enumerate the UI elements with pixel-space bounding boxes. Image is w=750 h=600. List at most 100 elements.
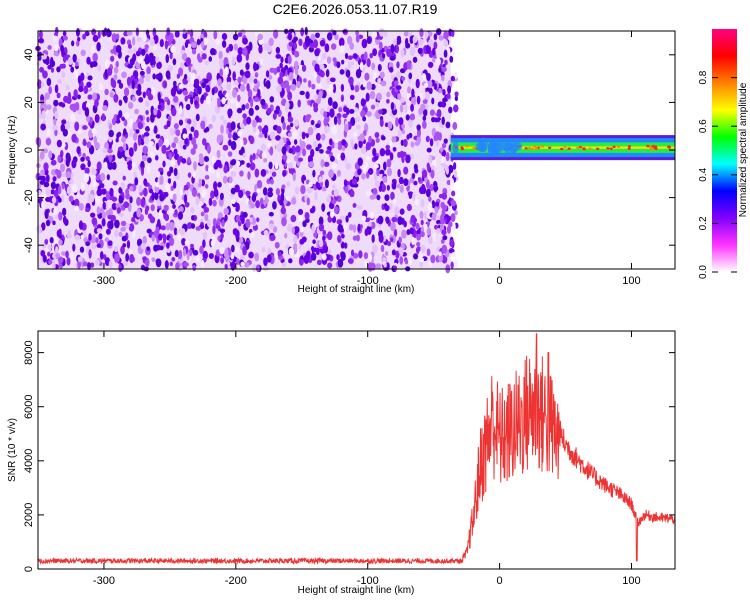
noise-speck	[349, 188, 354, 198]
noise-speck	[203, 78, 209, 84]
noise-speck	[423, 223, 428, 231]
noise-speck	[416, 124, 421, 131]
noise-speck	[242, 113, 247, 119]
noise-speck	[58, 228, 62, 237]
noise-speck	[192, 118, 198, 128]
noise-speck	[446, 93, 451, 100]
noise-speck	[417, 128, 422, 138]
noise-speck	[398, 236, 402, 244]
noise-speck	[293, 36, 298, 42]
noise-speck	[195, 226, 202, 231]
noise-speck	[427, 39, 434, 47]
noise-speck	[137, 136, 142, 147]
carrier-speck	[654, 147, 658, 150]
noise-speck	[366, 36, 372, 45]
noise-speck	[345, 162, 352, 170]
noise-speck	[321, 133, 326, 141]
noise-speck	[217, 212, 223, 219]
noise-speck	[409, 35, 414, 44]
noise-speck	[71, 159, 77, 169]
noise-speck	[56, 139, 63, 148]
noise-speck	[319, 170, 325, 176]
noise-speck	[248, 107, 254, 117]
noise-speck	[397, 128, 402, 139]
noise-speck	[221, 40, 227, 48]
noise-speck	[304, 35, 311, 45]
noise-speck	[289, 148, 293, 154]
noise-speck	[417, 177, 422, 182]
noise-speck	[193, 161, 197, 171]
noise-speck	[216, 171, 221, 178]
noise-speck	[303, 78, 307, 83]
noise-speck	[454, 91, 459, 97]
noise-speck	[121, 136, 127, 143]
noise-speck	[246, 83, 250, 92]
noise-speck	[418, 250, 423, 260]
noise-speck	[111, 196, 118, 202]
noise-speck	[73, 89, 78, 99]
noise-speck	[401, 123, 406, 130]
noise-speck	[364, 161, 369, 168]
noise-speck	[263, 157, 268, 163]
noise-speck	[66, 257, 71, 266]
noise-speck	[148, 188, 154, 194]
noise-speck	[90, 173, 96, 180]
noise-speck	[374, 132, 380, 139]
noise-speck	[319, 39, 326, 47]
noise-speck	[43, 181, 50, 188]
carrier-speck	[547, 146, 552, 149]
noise-speck	[382, 53, 386, 59]
noise-speck	[377, 215, 384, 225]
noise-speck	[257, 88, 261, 98]
noise-speck	[384, 194, 390, 201]
noise-speck	[220, 115, 225, 121]
noise-speck	[319, 148, 324, 154]
noise-speck	[347, 211, 352, 218]
noise-speck	[150, 113, 155, 123]
spectrogram-y-label: Frequency (Hz)	[7, 116, 18, 185]
carrier-speck	[667, 145, 671, 148]
noise-speck	[299, 227, 305, 233]
noise-speck	[336, 112, 342, 119]
noise-speck	[425, 188, 431, 198]
noise-speck	[78, 203, 84, 211]
noise-speck	[173, 85, 179, 92]
noise-speck	[438, 251, 442, 257]
noise-speck	[323, 161, 330, 167]
noise-speck	[212, 199, 217, 207]
noise-speck	[159, 245, 164, 251]
noise-speck	[334, 34, 339, 41]
noise-speck	[52, 124, 59, 131]
noise-speck	[174, 249, 179, 258]
noise-speck	[313, 70, 317, 79]
noise-speck	[126, 30, 133, 36]
noise-speck	[104, 59, 110, 69]
noise-speck	[113, 74, 118, 81]
noise-speck	[313, 105, 319, 113]
noise-speck	[86, 81, 92, 88]
noise-speck	[423, 211, 428, 220]
noise-speck	[367, 262, 374, 272]
noise-speck	[370, 83, 376, 91]
noise-speck	[354, 116, 361, 123]
noise-speck	[245, 103, 250, 110]
noise-speck	[446, 180, 452, 186]
noise-speck	[373, 172, 378, 182]
noise-speck	[327, 231, 333, 241]
noise-speck	[439, 147, 444, 153]
noise-speck	[253, 84, 258, 92]
noise-speck	[357, 223, 361, 232]
noise-speck	[318, 90, 323, 99]
noise-speck	[361, 38, 368, 49]
noise-speck	[94, 99, 99, 108]
noise-speck	[42, 70, 48, 79]
noise-speck	[101, 211, 106, 220]
noise-speck	[334, 142, 339, 149]
noise-speck	[427, 61, 434, 68]
noise-speck	[84, 107, 90, 117]
noise-speck	[42, 254, 47, 263]
noise-speck	[80, 72, 85, 82]
noise-speck	[258, 132, 264, 138]
noise-speck	[403, 31, 409, 37]
